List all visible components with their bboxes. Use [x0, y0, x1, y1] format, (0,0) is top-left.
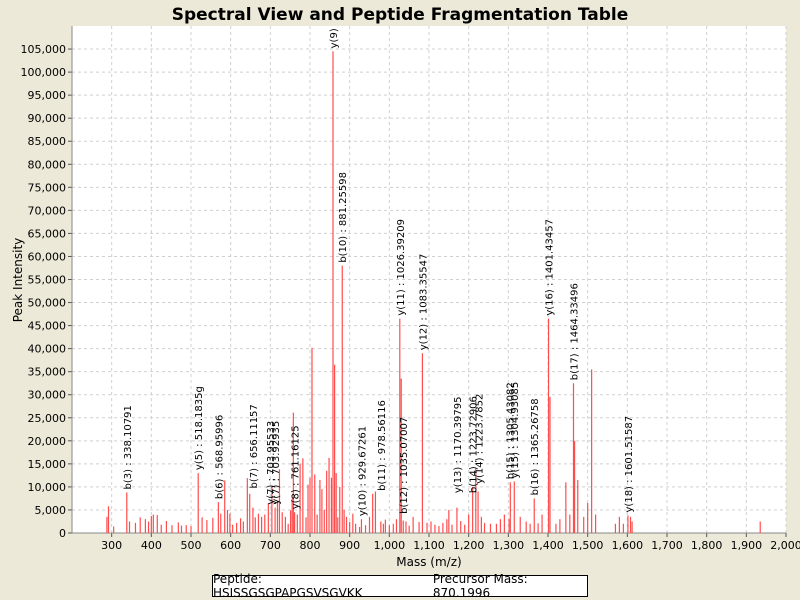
x-tick-label: 700 — [260, 539, 281, 552]
y-tick-label: 85,000 — [28, 135, 67, 148]
x-tick-label: 1,300 — [493, 539, 525, 552]
x-tick-label: 1,700 — [651, 539, 683, 552]
y-tick-label: 40,000 — [28, 343, 67, 356]
peak-annotation: b(6) : 568.95996 — [214, 415, 225, 499]
x-tick-label: 1,800 — [691, 539, 723, 552]
peak-annotation: b(3) : 338.10791 — [123, 405, 134, 489]
peak-annotation: b(15) : 1305.43082 — [506, 382, 517, 479]
x-tick-label: 1,000 — [374, 539, 406, 552]
y-tick-label: 0 — [59, 527, 66, 540]
x-tick-label: 2,000 — [770, 539, 800, 552]
y-tick-label: 65,000 — [28, 227, 67, 240]
peak-annotation: y(18) : 1601.51587 — [624, 416, 635, 513]
peak-annotation: y(5) : 518.1835g — [194, 386, 205, 470]
chart-title: Spectral View and Peptide Fragmentation … — [172, 5, 629, 25]
peak-annotation: y(16) : 1401.43457 — [545, 219, 556, 316]
y-tick-label: 35,000 — [28, 366, 67, 379]
peak-annotation: y(7) : 703.92935 — [271, 421, 282, 505]
y-tick-label: 95,000 — [28, 89, 67, 102]
peak-annotation: b(11) : 978.56116 — [377, 400, 388, 491]
y-tick-label: 50,000 — [28, 297, 67, 310]
y-tick-label: 10,000 — [28, 481, 67, 494]
peak-annotation: b(7) : 656.11157 — [249, 404, 260, 488]
y-tick-label: 60,000 — [28, 250, 67, 263]
y-tick-label: 25,000 — [28, 412, 67, 425]
peak-annotation: y(10) : 929.67261 — [357, 426, 368, 516]
y-tick-label: 80,000 — [28, 158, 67, 171]
y-tick-label: 20,000 — [28, 435, 67, 448]
axis-layer: 0 5,000 10,000 15,000 20,000 25,000 30,000 35,0… — [21, 26, 800, 552]
y-tick-label: 75,000 — [28, 181, 67, 194]
x-tick-label: 300 — [101, 539, 122, 552]
x-tick-label: 400 — [141, 539, 162, 552]
peak-annotation: y(14) : 1223.7852 — [475, 394, 486, 484]
y-tick-label: 100,000 — [21, 66, 67, 79]
x-tick-label: 500 — [181, 539, 202, 552]
x-tick-label: 800 — [300, 539, 321, 552]
grid-layer — [72, 26, 787, 534]
legend-box: Peptide: HSISSGSGPAPGSVSGVKK Precursor M… — [212, 572, 588, 600]
peak-annotation: b(14) : 1223.72906 — [469, 396, 480, 493]
peak-annotation: y(15) : 1304.93085 — [510, 382, 521, 479]
x-tick-label: 600 — [220, 539, 241, 552]
x-tick-label: 1,100 — [413, 539, 445, 552]
x-tick-label: 1,500 — [572, 539, 604, 552]
y-tick-label: 70,000 — [28, 204, 67, 217]
y-tick-label: 90,000 — [28, 112, 67, 125]
peak-annotation: y(8) : 761.16125 — [291, 425, 302, 509]
x-tick-label: 1,200 — [453, 539, 485, 552]
y-tick-label: 55,000 — [28, 274, 67, 287]
peak-annotation: y(7) : 703.95533 — [266, 421, 277, 505]
annotation-layer: b(3) : 338.10791 y(5) : 518.1835g b(6) : 5… — [123, 28, 635, 516]
peak-annotation: b(10) : 881.25598 — [338, 172, 349, 263]
y-tick-label: 45,000 — [28, 320, 67, 333]
peak-annotation: y(9) — [329, 28, 340, 48]
y-tick-label: 105,000 — [21, 43, 67, 56]
y-axis-label: Peak Intensity — [11, 238, 25, 323]
peak-annotation: b(12) : 1035.07007 — [399, 417, 410, 514]
x-axis-label: Mass (m/z) — [396, 555, 461, 569]
peak-annotation: y(11) : 1026.39209 — [396, 219, 407, 316]
x-tick-label: 1,900 — [731, 539, 763, 552]
peak-layer — [106, 51, 761, 533]
x-tick-label: 1,400 — [532, 539, 564, 552]
x-tick-label: 900 — [339, 539, 360, 552]
peak-annotation: b(17) : 1464.33496 — [570, 283, 581, 380]
y-tick-label: 5,000 — [35, 504, 67, 517]
y-tick-label: 30,000 — [28, 389, 67, 402]
peak-annotation: b(16) : 1365.26758 — [530, 398, 541, 495]
peak-annotation: y(13) : 1170.39795 — [453, 397, 464, 494]
legend-precursor: Precursor Mass: 870.1996 — [432, 572, 528, 600]
legend-peptide: Peptide: HSISSGSGPAPGSVSGVKK — [213, 572, 363, 600]
x-tick-label: 1,600 — [612, 539, 644, 552]
y-tick-label: 15,000 — [28, 458, 67, 471]
peak-annotation: y(12) : 1083.35547 — [418, 254, 429, 351]
